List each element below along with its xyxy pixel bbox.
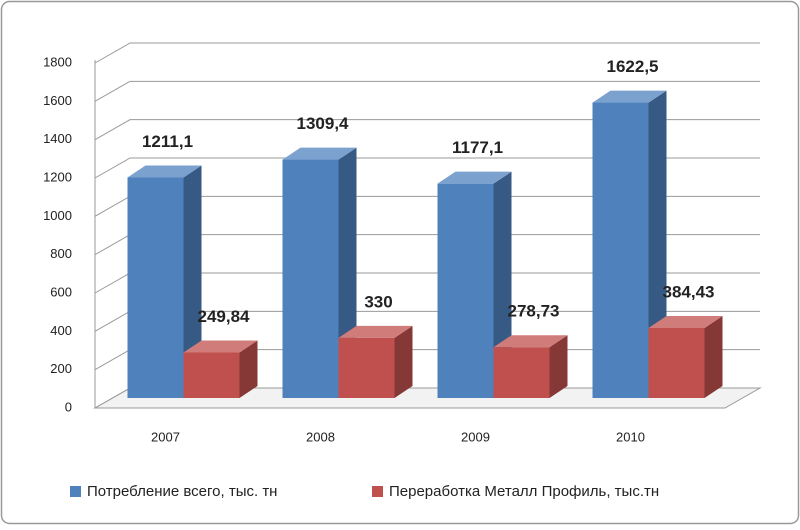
bar-side [394, 325, 413, 398]
grid-line [94, 157, 760, 179]
y-tick-label: 400 [50, 323, 72, 338]
bar-top [493, 335, 568, 348]
bar-top [338, 325, 413, 338]
y-tick-label: 200 [50, 361, 72, 376]
bar-top [282, 147, 357, 160]
x-tick-label: 2008 [306, 429, 335, 444]
bar-side [183, 165, 202, 398]
y-tick-label: 1200 [43, 169, 72, 184]
y-tick-label: 0 [65, 399, 72, 414]
bar-top [437, 171, 512, 184]
legend-label: Потребление всего, тыс. тн [87, 483, 277, 500]
bar [592, 102, 649, 398]
bar [648, 328, 705, 398]
bar [437, 183, 494, 398]
y-tick-label: 600 [50, 284, 72, 299]
x-tick-label: 2007 [151, 429, 180, 444]
value-label: 330 [364, 292, 392, 311]
grid-line [94, 119, 760, 141]
value-label: 1622,5 [607, 57, 659, 76]
legend-swatch [372, 486, 383, 497]
grid-line [94, 80, 760, 102]
legend-label: Переработка Металл Профиль, тыс.тн [389, 483, 659, 500]
value-label: 1177,1 [452, 138, 503, 157]
y-tick-label: 800 [50, 246, 72, 261]
bar-top [648, 316, 723, 329]
value-label: 1309,4 [297, 114, 350, 133]
value-label: 1211,1 [142, 132, 193, 151]
bar-top [127, 165, 202, 178]
bar-top [183, 340, 258, 353]
bar [493, 347, 550, 398]
bar-top [592, 90, 667, 103]
legend-swatch [70, 486, 81, 497]
y-tick-label: 1000 [43, 208, 72, 223]
y-tick-label: 1600 [43, 93, 72, 108]
grid-line [94, 42, 760, 64]
value-label: 249,84 [198, 307, 251, 326]
x-tick-label: 2009 [461, 429, 490, 444]
bar-side [239, 340, 258, 398]
bar [282, 159, 339, 398]
bar-side [704, 316, 723, 398]
value-label: 384,43 [663, 282, 715, 301]
value-label: 278,73 [508, 302, 560, 321]
y-tick-label: 1400 [43, 131, 72, 146]
bar [338, 337, 395, 398]
x-tick-label: 2010 [616, 429, 645, 444]
bar [127, 177, 184, 398]
y-tick-label: 1800 [43, 54, 72, 69]
bar [183, 352, 240, 398]
bar-side [549, 335, 568, 398]
